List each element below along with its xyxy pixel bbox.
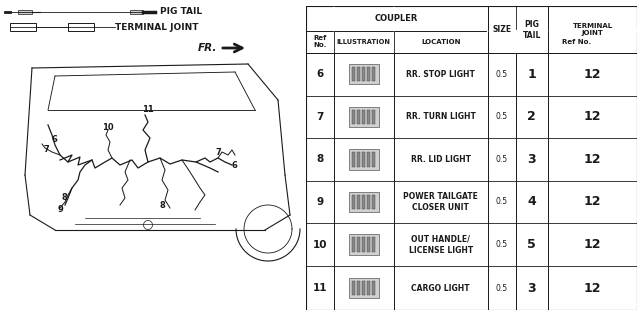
Bar <box>130 10 143 14</box>
Bar <box>68 23 94 31</box>
Text: 6: 6 <box>52 135 58 144</box>
Text: 0.5: 0.5 <box>495 112 508 121</box>
Text: COUPLER: COUPLER <box>375 14 419 23</box>
Bar <box>352 110 355 124</box>
Bar <box>372 110 375 124</box>
Bar <box>367 67 370 81</box>
Bar <box>362 281 365 295</box>
Text: 3: 3 <box>527 153 536 166</box>
Text: ILLUSTRATION: ILLUSTRATION <box>337 39 391 45</box>
Text: 6: 6 <box>232 161 238 170</box>
Text: FR.: FR. <box>198 43 217 53</box>
Bar <box>372 152 375 166</box>
Text: 0.5: 0.5 <box>495 284 508 292</box>
Text: LOCATION: LOCATION <box>421 39 460 45</box>
Bar <box>362 152 365 166</box>
Text: 5: 5 <box>527 238 536 251</box>
Bar <box>367 237 370 252</box>
Text: 7: 7 <box>316 112 324 122</box>
Bar <box>352 152 355 166</box>
Bar <box>357 152 360 166</box>
Bar <box>357 195 360 209</box>
Bar <box>357 237 360 252</box>
Text: Ref
No.: Ref No. <box>313 36 326 48</box>
Text: 4: 4 <box>527 196 536 208</box>
Text: 12: 12 <box>584 238 601 251</box>
Text: 2: 2 <box>527 110 536 123</box>
Text: 7: 7 <box>215 148 221 157</box>
Text: RR. STOP LIGHT: RR. STOP LIGHT <box>406 70 475 79</box>
Bar <box>372 281 375 295</box>
Text: 8: 8 <box>62 193 68 202</box>
Bar <box>367 281 370 295</box>
Text: RR. TURN LIGHT: RR. TURN LIGHT <box>406 112 476 121</box>
Bar <box>372 237 375 252</box>
Text: SIZE: SIZE <box>492 25 511 34</box>
Text: 0.5: 0.5 <box>495 155 508 164</box>
Text: 0.5: 0.5 <box>495 240 508 249</box>
Bar <box>18 10 32 14</box>
Bar <box>352 67 355 81</box>
Text: 11: 11 <box>313 283 327 293</box>
Bar <box>362 237 365 252</box>
Bar <box>357 281 360 295</box>
Text: TERMINAL JOINT: TERMINAL JOINT <box>115 22 198 31</box>
Text: 3: 3 <box>527 282 536 295</box>
Bar <box>349 107 379 127</box>
Text: 7: 7 <box>44 145 50 154</box>
Text: POWER TAILGATE
CLOSER UNIT: POWER TAILGATE CLOSER UNIT <box>403 192 478 212</box>
Bar <box>372 67 375 81</box>
Bar <box>349 149 379 170</box>
Text: 12: 12 <box>584 282 601 295</box>
Bar <box>362 110 365 124</box>
Bar <box>349 192 379 212</box>
Bar <box>352 281 355 295</box>
Text: 1: 1 <box>527 68 536 81</box>
Text: 10: 10 <box>313 240 327 250</box>
Text: CARGO LIGHT: CARGO LIGHT <box>412 284 470 292</box>
Text: 11: 11 <box>142 105 154 114</box>
Bar <box>367 110 370 124</box>
Text: TERMINAL
JOINT: TERMINAL JOINT <box>572 23 612 36</box>
Bar <box>367 195 370 209</box>
Bar <box>349 64 379 84</box>
Bar <box>372 195 375 209</box>
Bar <box>352 237 355 252</box>
Text: 6: 6 <box>316 69 324 79</box>
Text: PIG
TAIL: PIG TAIL <box>522 20 541 40</box>
Text: PIG TAIL: PIG TAIL <box>160 7 202 17</box>
Text: Ref No.: Ref No. <box>562 39 591 45</box>
Text: 8: 8 <box>160 201 166 210</box>
Text: 9: 9 <box>316 197 323 207</box>
Bar <box>349 234 379 255</box>
Bar <box>357 110 360 124</box>
Bar <box>367 152 370 166</box>
Bar <box>10 23 36 31</box>
Text: 10: 10 <box>102 123 114 132</box>
Text: 0.5: 0.5 <box>495 197 508 206</box>
Text: 12: 12 <box>584 110 601 123</box>
Text: 8: 8 <box>316 155 324 164</box>
Bar <box>362 67 365 81</box>
Text: OUT HANDLE/
LICENSE LIGHT: OUT HANDLE/ LICENSE LIGHT <box>408 235 473 255</box>
Bar <box>357 67 360 81</box>
Text: 12: 12 <box>584 196 601 208</box>
Bar <box>362 195 365 209</box>
Bar <box>352 195 355 209</box>
Text: RR. LID LIGHT: RR. LID LIGHT <box>411 155 471 164</box>
Text: 12: 12 <box>584 153 601 166</box>
Text: 9: 9 <box>58 205 64 214</box>
Text: 12: 12 <box>584 68 601 81</box>
Text: 0.5: 0.5 <box>495 70 508 79</box>
Bar <box>349 278 379 298</box>
